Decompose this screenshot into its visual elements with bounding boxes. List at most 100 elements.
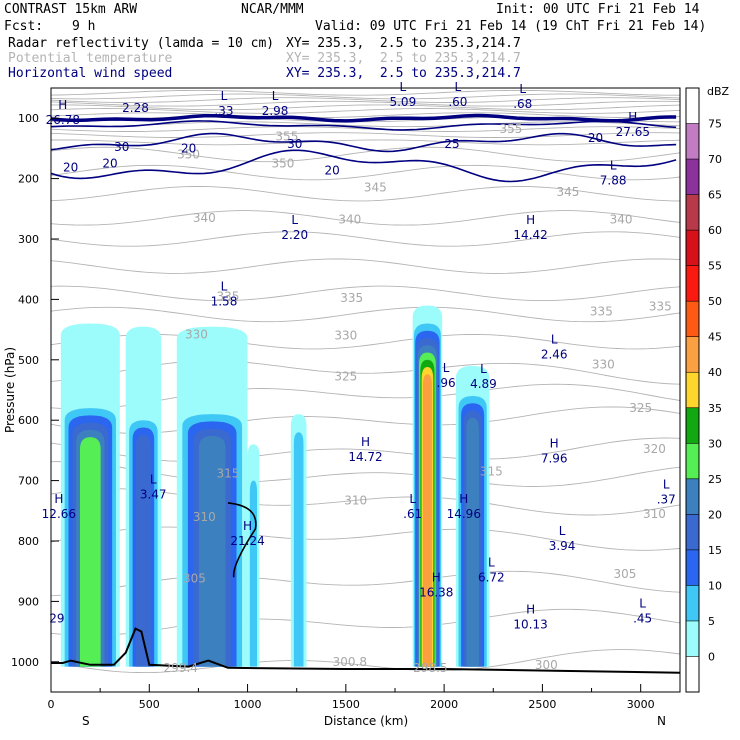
y-tick-label: 400 bbox=[18, 293, 39, 306]
theta-contour-line bbox=[51, 104, 680, 111]
theta-contour-line bbox=[51, 89, 680, 96]
x-tick-label: 3000 bbox=[627, 698, 655, 711]
theta-contour-line bbox=[51, 93, 680, 100]
extremum-value: 2.28 bbox=[122, 101, 149, 115]
extremum-value: 2.98 bbox=[262, 104, 289, 118]
colorbar-label: 30 bbox=[708, 437, 722, 450]
extremum-value: 29 bbox=[49, 611, 64, 625]
extremum-value: .45 bbox=[633, 611, 652, 625]
model-title: CONTRAST 15km ARW bbox=[4, 2, 138, 17]
terrain bbox=[51, 627, 680, 674]
extremum-type: H bbox=[526, 213, 535, 227]
colorbar-label: 65 bbox=[708, 189, 722, 202]
theta-label: 335 bbox=[590, 304, 613, 318]
reflectivity-shading bbox=[60, 305, 490, 667]
extremum-type: L bbox=[409, 492, 416, 506]
reflectivity-level-45-dbz bbox=[422, 374, 432, 667]
colorbar-label: 45 bbox=[708, 331, 722, 344]
theta-label: 300.8 bbox=[333, 655, 367, 669]
colorbar-cell bbox=[686, 230, 699, 266]
colorbar-label: 10 bbox=[708, 579, 722, 592]
colorbar-cell bbox=[686, 88, 699, 124]
colorbar-label: 60 bbox=[708, 224, 722, 237]
theta-contour-line bbox=[51, 210, 680, 226]
y-tick-label: 500 bbox=[18, 354, 39, 367]
theta-label: 350 bbox=[177, 147, 200, 161]
colorbar-cell bbox=[686, 585, 699, 621]
colorbar-cell bbox=[686, 123, 699, 160]
theta-label: 350 bbox=[271, 157, 294, 171]
extremum-type: H bbox=[628, 110, 637, 124]
theta-label: 325 bbox=[629, 401, 652, 415]
extremum-value: .68 bbox=[513, 97, 532, 111]
field-reflectivity-xy: XY= 235.3, 2.5 to 235.3,214.7 bbox=[286, 36, 521, 51]
colorbar-label: 5 bbox=[708, 615, 715, 628]
extremum-type: L bbox=[480, 362, 487, 376]
extremum-value: 26.78 bbox=[46, 113, 80, 127]
colorbar-cell bbox=[686, 265, 699, 302]
valid-time: Valid: 09 UTC Fri 21 Feb 14 (19 ChT Fri … bbox=[315, 19, 707, 34]
theta-label: 305 bbox=[183, 571, 206, 585]
extremum-value: 27.65 bbox=[616, 125, 650, 139]
theta-label: 315 bbox=[480, 465, 503, 479]
field-wind-name: Horizontal wind speed bbox=[8, 66, 173, 81]
theta-label: 320 bbox=[643, 442, 666, 456]
reflectivity-level-10-dbz bbox=[249, 480, 258, 667]
extremum-value: .33 bbox=[214, 104, 233, 118]
colorbar-cell bbox=[686, 514, 699, 550]
y-tick-label: 100 bbox=[18, 112, 39, 125]
extremum-value: 3.94 bbox=[549, 539, 576, 553]
theta-contour-line bbox=[51, 649, 680, 674]
theta-label: 330 bbox=[185, 327, 208, 341]
extremum-type: L bbox=[272, 89, 279, 103]
theta-label: 298.5 bbox=[413, 661, 447, 675]
colorbar-cell bbox=[686, 549, 699, 586]
extremum-type: L bbox=[639, 596, 646, 610]
theta-label: 325 bbox=[334, 370, 357, 384]
extremum-type: H bbox=[550, 436, 559, 450]
extremum-value: 7.88 bbox=[600, 174, 627, 188]
y-tick-label: 900 bbox=[18, 595, 39, 608]
colorbar-label: 20 bbox=[708, 508, 722, 521]
extremum-value: 16.38 bbox=[419, 585, 453, 599]
x-tick-label: 1000 bbox=[234, 698, 262, 711]
extremum-type: L bbox=[221, 89, 228, 103]
extremum-value: .37 bbox=[657, 492, 676, 506]
reflectivity-level-10-dbz bbox=[293, 432, 304, 667]
x-tick-label: 1500 bbox=[332, 698, 360, 711]
field-wind-xy: XY= 235.3, 2.5 to 235.3,214.7 bbox=[286, 66, 521, 81]
x-tick-label: 2500 bbox=[528, 698, 556, 711]
colorbar-label: 40 bbox=[708, 366, 722, 379]
extremum-value: 7.96 bbox=[541, 451, 568, 465]
theta-label: 355 bbox=[500, 122, 523, 136]
theta-contour-line bbox=[51, 164, 680, 181]
extremum-type: L bbox=[519, 82, 526, 96]
theta-label: 330 bbox=[334, 329, 357, 343]
theta-label: 335 bbox=[340, 291, 363, 305]
extremum-value: 1.58 bbox=[211, 294, 238, 308]
extremum-value: 12.66 bbox=[42, 507, 76, 521]
extremum-type: L bbox=[559, 524, 566, 538]
theta-label: 305 bbox=[614, 567, 637, 581]
y-axis-label: Pressure (hPa) bbox=[3, 347, 17, 433]
wind-label: 25 bbox=[444, 137, 459, 151]
wind-label: 20 bbox=[102, 157, 117, 171]
extremum-type: H bbox=[459, 492, 468, 506]
field-theta-xy: XY= 235.3, 2.5 to 235.3,214.7 bbox=[286, 51, 521, 66]
colorbar-cell bbox=[686, 443, 699, 479]
colorbar-label: 0 bbox=[708, 650, 715, 663]
init-time: Init: 00 UTC Fri 21 Feb 14 bbox=[496, 2, 700, 17]
field-reflectivity-name: Radar reflectivity (lamda = 10 cm) bbox=[8, 36, 275, 51]
south-label: S bbox=[82, 714, 90, 728]
wind-label: 30 bbox=[114, 140, 129, 154]
colorbar-label: 75 bbox=[708, 118, 722, 131]
colorbar-label: 35 bbox=[708, 402, 722, 415]
wind-label: 20 bbox=[324, 164, 339, 178]
extremum-value: 3.47 bbox=[140, 488, 167, 502]
theta-contour-line bbox=[51, 108, 680, 114]
y-tick-label: 600 bbox=[18, 414, 39, 427]
colorbar-cell bbox=[686, 301, 699, 337]
colorbar-cell bbox=[686, 478, 699, 515]
